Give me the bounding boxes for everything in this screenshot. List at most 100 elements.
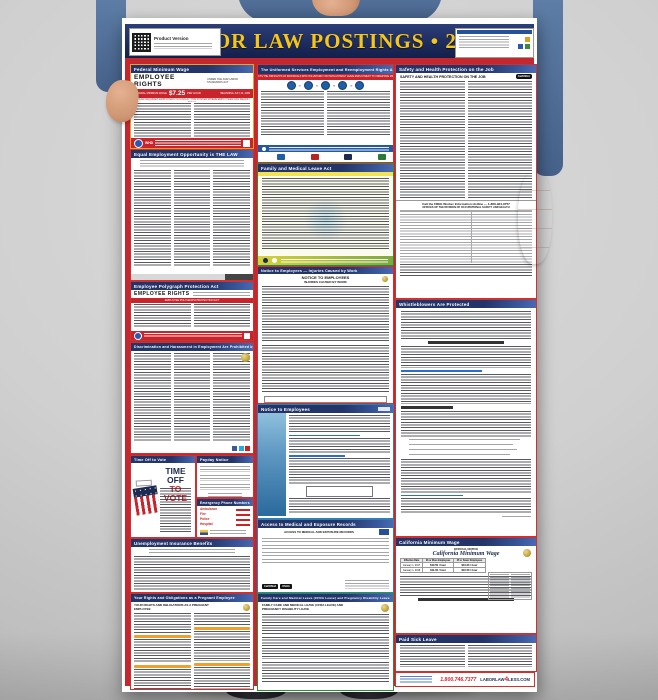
mw-rate-row: January 1, 2018 $11.00 / hour $10.50 / h… — [399, 567, 487, 573]
text-block — [467, 81, 532, 199]
section-medical-exposure-records: Access to Medical and Exposure Records A… — [257, 519, 394, 593]
calosha-logo: Cal/OSHA — [262, 584, 279, 589]
cfra-title-row: FAMILY CARE AND MEDICAL LEAVE (CFRA LEAV… — [258, 602, 393, 612]
offices-column — [472, 211, 532, 263]
service-member-icon — [286, 81, 296, 90]
brand-footer: 1.800.746.7377 LABORLAW 4 LESS.COM — [395, 672, 535, 687]
section-header: Family Care and Medical Leave (CFRA Leav… — [258, 594, 393, 602]
bullet-line — [409, 453, 511, 457]
pregnant-title-row: YOUR RIGHTS AND OBLIGATIONS AS A PREGNAN… — [131, 602, 253, 612]
fmw-agency: WHD — [145, 141, 154, 145]
fmw-wage-amount: $7.25 — [168, 90, 186, 97]
edd-body — [258, 413, 393, 516]
hyperlink-line — [401, 494, 464, 496]
psl-body-text — [400, 645, 532, 667]
text-block — [173, 353, 211, 441]
va-logo-icon — [344, 154, 353, 160]
subsection-highlight — [193, 662, 250, 666]
injuries-body-text — [262, 286, 389, 342]
cfra-title: FAMILY CARE AND MEDICAL LEAVE (CFRA LEAV… — [262, 603, 344, 611]
fmw-wage-bar: FEDERAL MINIMUM WAGE $7.25 PER HOUR BEGI… — [131, 89, 253, 98]
product-version-label: Product Version — [129, 28, 221, 56]
polygraph-footer-qr-icon — [244, 332, 250, 339]
fmla-body-text — [262, 178, 389, 250]
text-block — [289, 415, 390, 433]
mw-schedule-box — [488, 572, 532, 600]
edd-logo-icon — [378, 407, 390, 411]
safety-body-text — [400, 81, 532, 199]
payday-form-line — [208, 493, 242, 497]
section-header: Equal Employment Opportunity is THE LAW — [131, 150, 253, 158]
section-california-minimum-wage: California Minimum Wage OFFICIAL NOTICE … — [395, 537, 537, 634]
brand-logo-number: 4 — [504, 676, 509, 683]
text-block — [401, 373, 531, 404]
calosha-mini-logo-icon — [200, 530, 208, 535]
ballot-box-illustration — [131, 478, 161, 516]
polygraph-title: EMPLOYEE RIGHTS — [134, 291, 190, 297]
section-header: Discrimination and Harassment in Employm… — [131, 343, 253, 351]
fmla-footer-lines — [281, 258, 388, 263]
safety-footnote-text — [400, 264, 532, 276]
ballot-box-stripes — [133, 494, 161, 516]
text-block — [401, 311, 531, 339]
edd-header-text: Notice to Employees — [261, 406, 310, 412]
official-notice-label: OFFICIAL NOTICE — [453, 547, 479, 551]
section-header: Employee Polygraph Protection Act — [131, 282, 253, 290]
emergency-row: Fire — [197, 511, 253, 516]
text-column — [134, 613, 191, 689]
section-header: Whistleblowers Are Protected — [396, 300, 536, 308]
qr-code-icon — [132, 32, 151, 52]
emergency-label: Fire — [200, 512, 206, 516]
state-seal-icon — [523, 549, 531, 557]
emergency-fineprint — [210, 530, 246, 535]
state-seal-icon — [243, 603, 250, 611]
poster-content: LABOR LAW POSTINGS • 2018 Product Versio… — [125, 24, 537, 691]
water-photo-strip — [258, 413, 286, 516]
medical-title: ACCESS TO MEDICAL AND EXPOSURE RECORDS — [284, 530, 354, 534]
section-header: Notice to Employees — [258, 405, 393, 413]
section-injuries-caused-by-work: Notice to Employees — Injuries Caused by… — [257, 266, 394, 404]
person-hand-right — [518, 172, 552, 264]
label-swatch-blue — [518, 44, 523, 49]
mw-title: California Minimum Wage — [432, 551, 500, 557]
eeo-body-text — [134, 170, 251, 266]
emergency-value-line — [236, 524, 250, 526]
text-block — [289, 498, 390, 514]
section-cfra-leave: Family Care and Medical Leave (CFRA Leav… — [257, 593, 394, 691]
product-version-text: Product Version — [154, 35, 189, 41]
userra-logo-strip — [258, 152, 393, 162]
polygraph-footer-lines — [144, 333, 242, 338]
section-header: Unemployment Insurance Benefits — [131, 539, 253, 547]
text-block — [400, 645, 465, 667]
injuries-body-text — [262, 345, 389, 393]
medical-form-line — [262, 538, 389, 543]
section-header: Your Rights and Obligations as a Pregnan… — [131, 594, 253, 602]
brand-logo-right: LESS.COM — [508, 677, 530, 682]
bullet-line — [409, 438, 520, 442]
poster-title: LABOR LAW POSTINGS • 2018 — [167, 28, 492, 53]
text-block — [213, 353, 251, 441]
polygraph-footer — [131, 331, 253, 340]
footer-phone: 1.800.746.7377 — [440, 676, 477, 683]
section-header: Federal Minimum Wage — [131, 65, 253, 73]
section-eeo-is-the-law: Equal Employment Opportunity is THE LAW — [130, 149, 254, 281]
label-swatch-gold — [525, 37, 530, 42]
section-header: Notice to Employees — Injuries Caused by… — [258, 267, 393, 274]
vote-body-text — [160, 488, 191, 532]
compliance-label-lines — [459, 36, 509, 50]
fmw-display-notice: THE LAW REQUIRES EMPLOYERS TO DISPLAY TH… — [134, 98, 251, 102]
whistle-body — [396, 308, 536, 522]
medical-form-line — [262, 545, 389, 550]
revision-note-line — [502, 516, 531, 519]
labor-law-poster: LABOR LAW POSTINGS • 2018 Product Versio… — [122, 18, 537, 692]
fmw-wage-label: FEDERAL MINIMUM WAGE — [134, 92, 167, 95]
person-neck — [312, 0, 360, 16]
whd-logo-icon — [134, 138, 143, 148]
chevron-right-icon: » — [315, 83, 318, 88]
section-edd-notice-to-employees: Notice to Employees — [257, 404, 394, 519]
medical-footer-logos: Cal/OSHA OSHA — [262, 584, 292, 589]
hyperlink-line — [289, 455, 345, 457]
text-block — [193, 631, 250, 661]
mw-cell: January 1, 2018 — [399, 567, 424, 573]
